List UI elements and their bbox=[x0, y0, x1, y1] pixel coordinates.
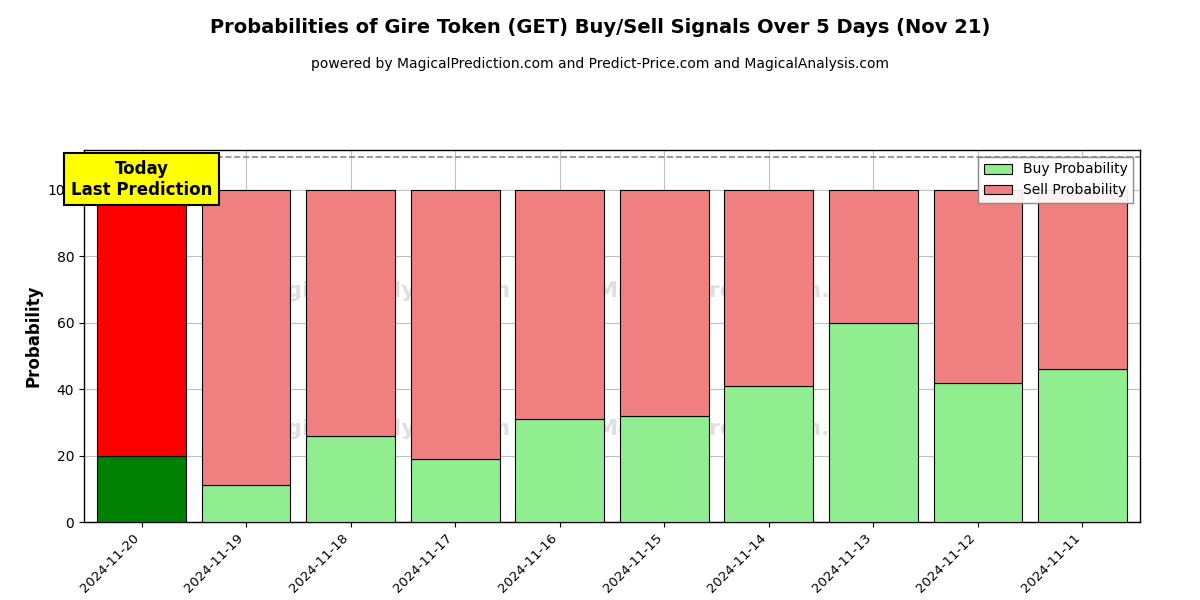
Bar bbox=[1038, 369, 1127, 522]
Text: MagicalPrediction.com: MagicalPrediction.com bbox=[596, 281, 882, 301]
Bar bbox=[934, 190, 1022, 383]
Y-axis label: Probability: Probability bbox=[24, 285, 42, 387]
Text: Probabilities of Gire Token (GET) Buy/Sell Signals Over 5 Days (Nov 21): Probabilities of Gire Token (GET) Buy/Se… bbox=[210, 18, 990, 37]
Bar bbox=[620, 190, 709, 416]
Text: MagicalAnalysis.com: MagicalAnalysis.com bbox=[250, 419, 510, 439]
Text: Today
Last Prediction: Today Last Prediction bbox=[71, 160, 212, 199]
Bar bbox=[1038, 190, 1127, 369]
Bar bbox=[306, 436, 395, 522]
Bar bbox=[829, 190, 918, 323]
Bar bbox=[829, 323, 918, 522]
Bar bbox=[410, 190, 499, 459]
Legend: Buy Probability, Sell Probability: Buy Probability, Sell Probability bbox=[978, 157, 1133, 203]
Bar bbox=[97, 455, 186, 522]
Text: powered by MagicalPrediction.com and Predict-Price.com and MagicalAnalysis.com: powered by MagicalPrediction.com and Pre… bbox=[311, 57, 889, 71]
Bar bbox=[725, 386, 814, 522]
Bar bbox=[515, 190, 604, 419]
Bar bbox=[97, 190, 186, 455]
Bar bbox=[202, 485, 290, 522]
Bar bbox=[306, 190, 395, 436]
Bar bbox=[410, 459, 499, 522]
Bar bbox=[620, 416, 709, 522]
Text: MagicalAnalysis.com: MagicalAnalysis.com bbox=[250, 281, 510, 301]
Bar bbox=[202, 190, 290, 485]
Bar bbox=[725, 190, 814, 386]
Bar bbox=[934, 383, 1022, 522]
Bar bbox=[515, 419, 604, 522]
Text: MagicalPrediction.com: MagicalPrediction.com bbox=[596, 419, 882, 439]
